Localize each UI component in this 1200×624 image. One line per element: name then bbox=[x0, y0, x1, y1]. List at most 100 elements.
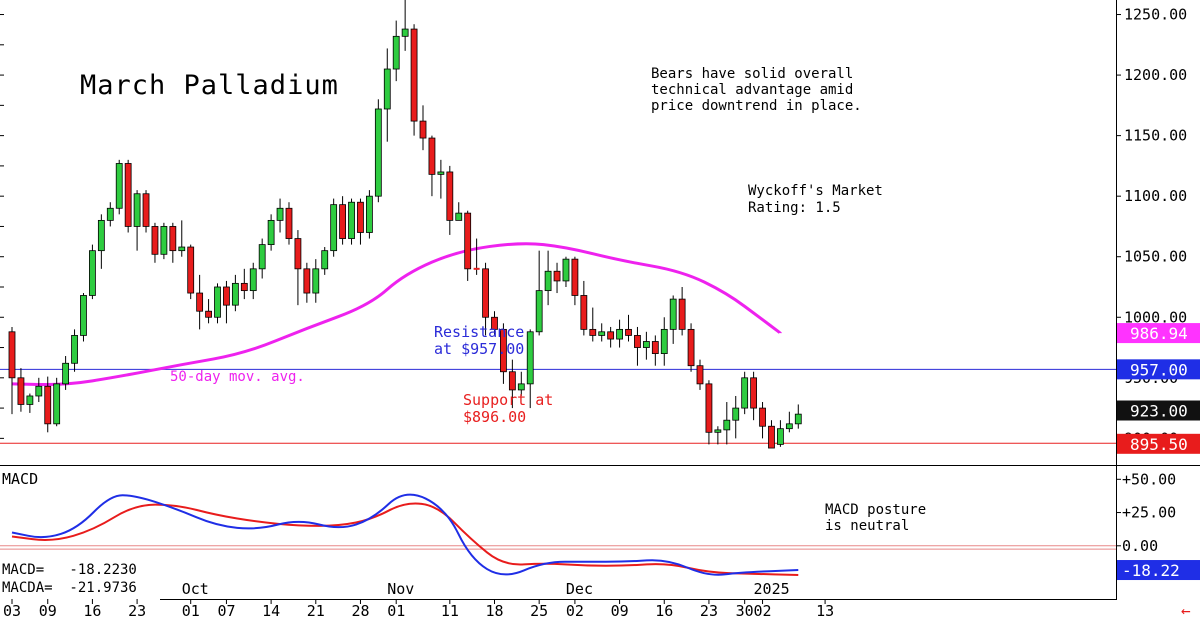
candle-body bbox=[106, 207, 114, 221]
price-badge: 957.00 bbox=[1117, 359, 1200, 380]
candle-body bbox=[276, 207, 284, 221]
candle-body bbox=[249, 268, 257, 292]
candle-body bbox=[696, 365, 704, 385]
candle-body bbox=[321, 250, 329, 270]
candle-body bbox=[365, 195, 373, 233]
candle-body bbox=[526, 331, 534, 385]
note-bears-line2: technical advantage amid bbox=[651, 82, 853, 98]
chart-title: March Palladium bbox=[80, 70, 339, 101]
candle bbox=[464, 210, 472, 281]
candle bbox=[303, 262, 311, 303]
candle-body bbox=[223, 286, 230, 306]
candle bbox=[562, 256, 570, 287]
candle-body bbox=[285, 207, 293, 239]
macda-readout: MACDA= -21.9736 bbox=[2, 580, 137, 596]
price-badge: 895.50 bbox=[1117, 433, 1200, 454]
candle-body bbox=[357, 201, 364, 233]
candle bbox=[357, 198, 364, 245]
candle bbox=[678, 286, 686, 336]
note-bears-line1: Bears have solid overall bbox=[651, 66, 853, 82]
candle-body bbox=[62, 362, 70, 385]
candle-body bbox=[26, 395, 34, 405]
candle bbox=[428, 135, 436, 197]
scroll-left-arrow-icon[interactable]: ← bbox=[1181, 601, 1191, 620]
date-tick-label: 18 bbox=[485, 602, 503, 620]
moving-average-line bbox=[11, 242, 782, 387]
support-label-line2: $896.00 bbox=[463, 408, 526, 426]
date-tick-label: 28 bbox=[351, 602, 369, 620]
macd-panel: +50.00 +25.00 0.00 MACD MACD posture is ne… bbox=[0, 470, 1200, 600]
date-tick-label: 23 bbox=[128, 602, 146, 620]
candle-body bbox=[660, 328, 668, 354]
candle bbox=[205, 299, 212, 324]
candle bbox=[151, 222, 159, 263]
candle bbox=[71, 329, 78, 372]
candle bbox=[142, 190, 150, 233]
support-label-line1: Support at bbox=[463, 391, 553, 409]
candle bbox=[517, 371, 525, 396]
candle-body bbox=[169, 226, 177, 252]
date-tick-label: 30 bbox=[736, 602, 754, 620]
candle bbox=[392, 20, 400, 82]
candle-body bbox=[330, 204, 338, 252]
date-tick-label: 21 bbox=[307, 602, 325, 620]
candle bbox=[607, 326, 615, 348]
candle-body bbox=[160, 226, 168, 255]
candle bbox=[526, 329, 534, 409]
candle bbox=[750, 371, 758, 421]
macd-readout: MACD= -18.2230 bbox=[2, 562, 137, 578]
candle-body bbox=[464, 212, 472, 270]
candle bbox=[133, 190, 141, 251]
price-tick-label: 1150.00 bbox=[1124, 127, 1187, 145]
candle-body bbox=[419, 120, 427, 139]
candle bbox=[97, 214, 105, 269]
resistance-label-line2: at $957.00 bbox=[434, 340, 524, 358]
candle bbox=[44, 376, 52, 433]
candle-body bbox=[142, 193, 150, 227]
candle-body bbox=[571, 258, 579, 296]
candle bbox=[696, 359, 704, 390]
candle bbox=[785, 411, 793, 433]
candle-body bbox=[231, 282, 239, 306]
candle bbox=[732, 395, 740, 439]
candle bbox=[115, 159, 123, 215]
date-tick-label: 07 bbox=[217, 602, 235, 620]
candle bbox=[383, 48, 391, 142]
date-tick-label: 01 bbox=[182, 602, 200, 620]
candle-body bbox=[651, 341, 659, 354]
candle-body bbox=[768, 425, 775, 449]
candle-body bbox=[732, 407, 740, 421]
macd-badge-label: -18.22 bbox=[1122, 561, 1180, 580]
candle-body bbox=[535, 290, 543, 333]
candle-body bbox=[196, 292, 204, 312]
wyckoff-rating: Rating: 1.5 bbox=[748, 200, 841, 216]
candle bbox=[491, 311, 498, 336]
candle bbox=[714, 426, 722, 445]
candle bbox=[187, 244, 195, 300]
candle bbox=[53, 377, 61, 427]
candle-body bbox=[446, 171, 454, 221]
candle bbox=[89, 244, 96, 300]
candle bbox=[312, 259, 320, 303]
macd-line bbox=[11, 493, 799, 576]
candle bbox=[178, 220, 186, 257]
candle bbox=[249, 262, 257, 300]
price-badge-label: 895.50 bbox=[1130, 435, 1188, 454]
price-tick-label: 1200.00 bbox=[1124, 66, 1187, 84]
price-badge: 923.00 bbox=[1117, 400, 1200, 421]
candle bbox=[634, 326, 641, 366]
date-tick-label: 14 bbox=[262, 602, 280, 620]
date-tick-label: 02 bbox=[566, 602, 584, 620]
macd-badge-bg bbox=[1117, 560, 1200, 581]
macd-tick-label: +25.00 bbox=[1122, 504, 1176, 522]
macd-panel-title: MACD bbox=[2, 470, 38, 488]
price-tick-label: 1250.00 bbox=[1124, 6, 1187, 24]
candle bbox=[365, 190, 373, 239]
candle bbox=[231, 274, 239, 312]
price-badge-bg bbox=[1117, 400, 1200, 421]
candle bbox=[401, 0, 409, 51]
candle bbox=[339, 196, 346, 245]
candle-body bbox=[714, 429, 722, 433]
candle bbox=[500, 323, 507, 384]
